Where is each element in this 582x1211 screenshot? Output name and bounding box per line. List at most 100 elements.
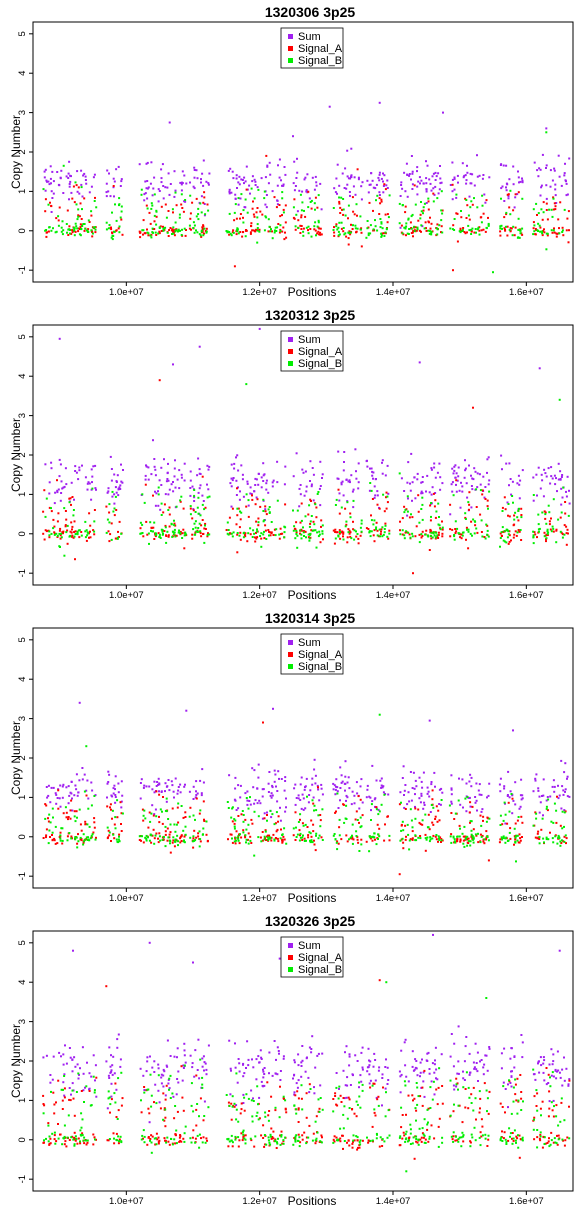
data-point [84, 227, 87, 230]
data-point [195, 790, 197, 793]
data-point [192, 1129, 195, 1132]
data-point [76, 170, 79, 173]
data-point [45, 834, 48, 837]
data-point [532, 534, 535, 537]
data-point [379, 1136, 382, 1139]
data-point [470, 200, 473, 203]
data-point [52, 518, 55, 521]
data-point [441, 1136, 444, 1139]
data-point [197, 832, 200, 835]
data-point [284, 221, 287, 224]
data-point [193, 522, 196, 525]
data-point [107, 781, 110, 783]
data-point [92, 465, 95, 468]
data-point [435, 838, 438, 841]
data-point [63, 507, 66, 510]
data-point [82, 1089, 85, 1092]
data-point [315, 234, 317, 237]
data-point [304, 1070, 307, 1073]
data-point [195, 794, 198, 796]
data-point [350, 147, 353, 150]
data-point [321, 477, 323, 479]
data-point [477, 1080, 479, 1082]
data-point [336, 163, 339, 166]
data-point [545, 248, 548, 251]
data-point [110, 1082, 113, 1085]
data-point [207, 532, 209, 535]
data-point [299, 193, 302, 196]
data-point [246, 838, 249, 841]
data-point [275, 1147, 278, 1149]
data-point [338, 221, 341, 224]
data-point [233, 265, 236, 268]
data-point [118, 231, 121, 234]
data-point [93, 520, 96, 523]
x-tick-label: 1.2e+07 [242, 590, 277, 601]
data-point [335, 1103, 338, 1106]
data-point [468, 1073, 471, 1076]
data-point [360, 227, 363, 230]
data-point [155, 1132, 158, 1135]
data-point [441, 520, 443, 523]
data-point [184, 234, 187, 237]
data-point [400, 1126, 403, 1129]
data-point [278, 777, 280, 780]
data-point [471, 203, 474, 206]
data-point [433, 193, 436, 196]
data-point [547, 1115, 550, 1118]
data-point [339, 1094, 342, 1097]
data-point [548, 1063, 551, 1066]
data-point [403, 511, 406, 514]
data-point [164, 833, 167, 836]
data-point [356, 1060, 359, 1062]
data-point [142, 819, 145, 822]
data-point [151, 1135, 154, 1138]
data-point [380, 803, 383, 806]
data-point [505, 462, 508, 465]
y-tick-label: 2 [17, 755, 28, 760]
data-point [512, 183, 515, 186]
x-tick-label: 1.6e+07 [509, 287, 544, 298]
data-point [466, 171, 469, 174]
data-point [52, 1055, 55, 1058]
data-point [171, 233, 173, 235]
data-point [432, 172, 435, 175]
data-point [188, 227, 191, 230]
data-point [545, 805, 548, 808]
data-point [534, 533, 537, 536]
data-point [118, 197, 121, 200]
data-point [310, 485, 313, 488]
data-point [107, 770, 110, 773]
data-point [332, 1141, 335, 1144]
data-point [402, 829, 405, 832]
data-point [460, 481, 462, 484]
data-point [208, 465, 211, 468]
data-point [176, 478, 179, 481]
data-point [536, 229, 539, 232]
data-point [304, 470, 307, 473]
data-point [171, 535, 174, 538]
data-point [548, 1090, 551, 1093]
data-point [189, 194, 192, 197]
data-point [194, 520, 197, 523]
data-point [449, 535, 452, 538]
data-point [272, 479, 275, 482]
data-point [333, 1135, 336, 1138]
data-point [335, 225, 338, 228]
data-point [77, 529, 80, 532]
data-point [371, 764, 374, 767]
data-point [405, 1130, 408, 1133]
data-point [71, 809, 74, 812]
data-point [487, 859, 490, 862]
data-point [242, 1093, 245, 1096]
data-point [470, 833, 473, 836]
data-point [357, 841, 360, 844]
data-point [480, 519, 483, 522]
data-point [565, 495, 568, 498]
data-point [437, 1145, 440, 1148]
data-point [471, 227, 474, 230]
data-point [194, 818, 196, 821]
data-point [302, 797, 305, 800]
data-point [159, 225, 162, 228]
data-point [317, 814, 320, 817]
